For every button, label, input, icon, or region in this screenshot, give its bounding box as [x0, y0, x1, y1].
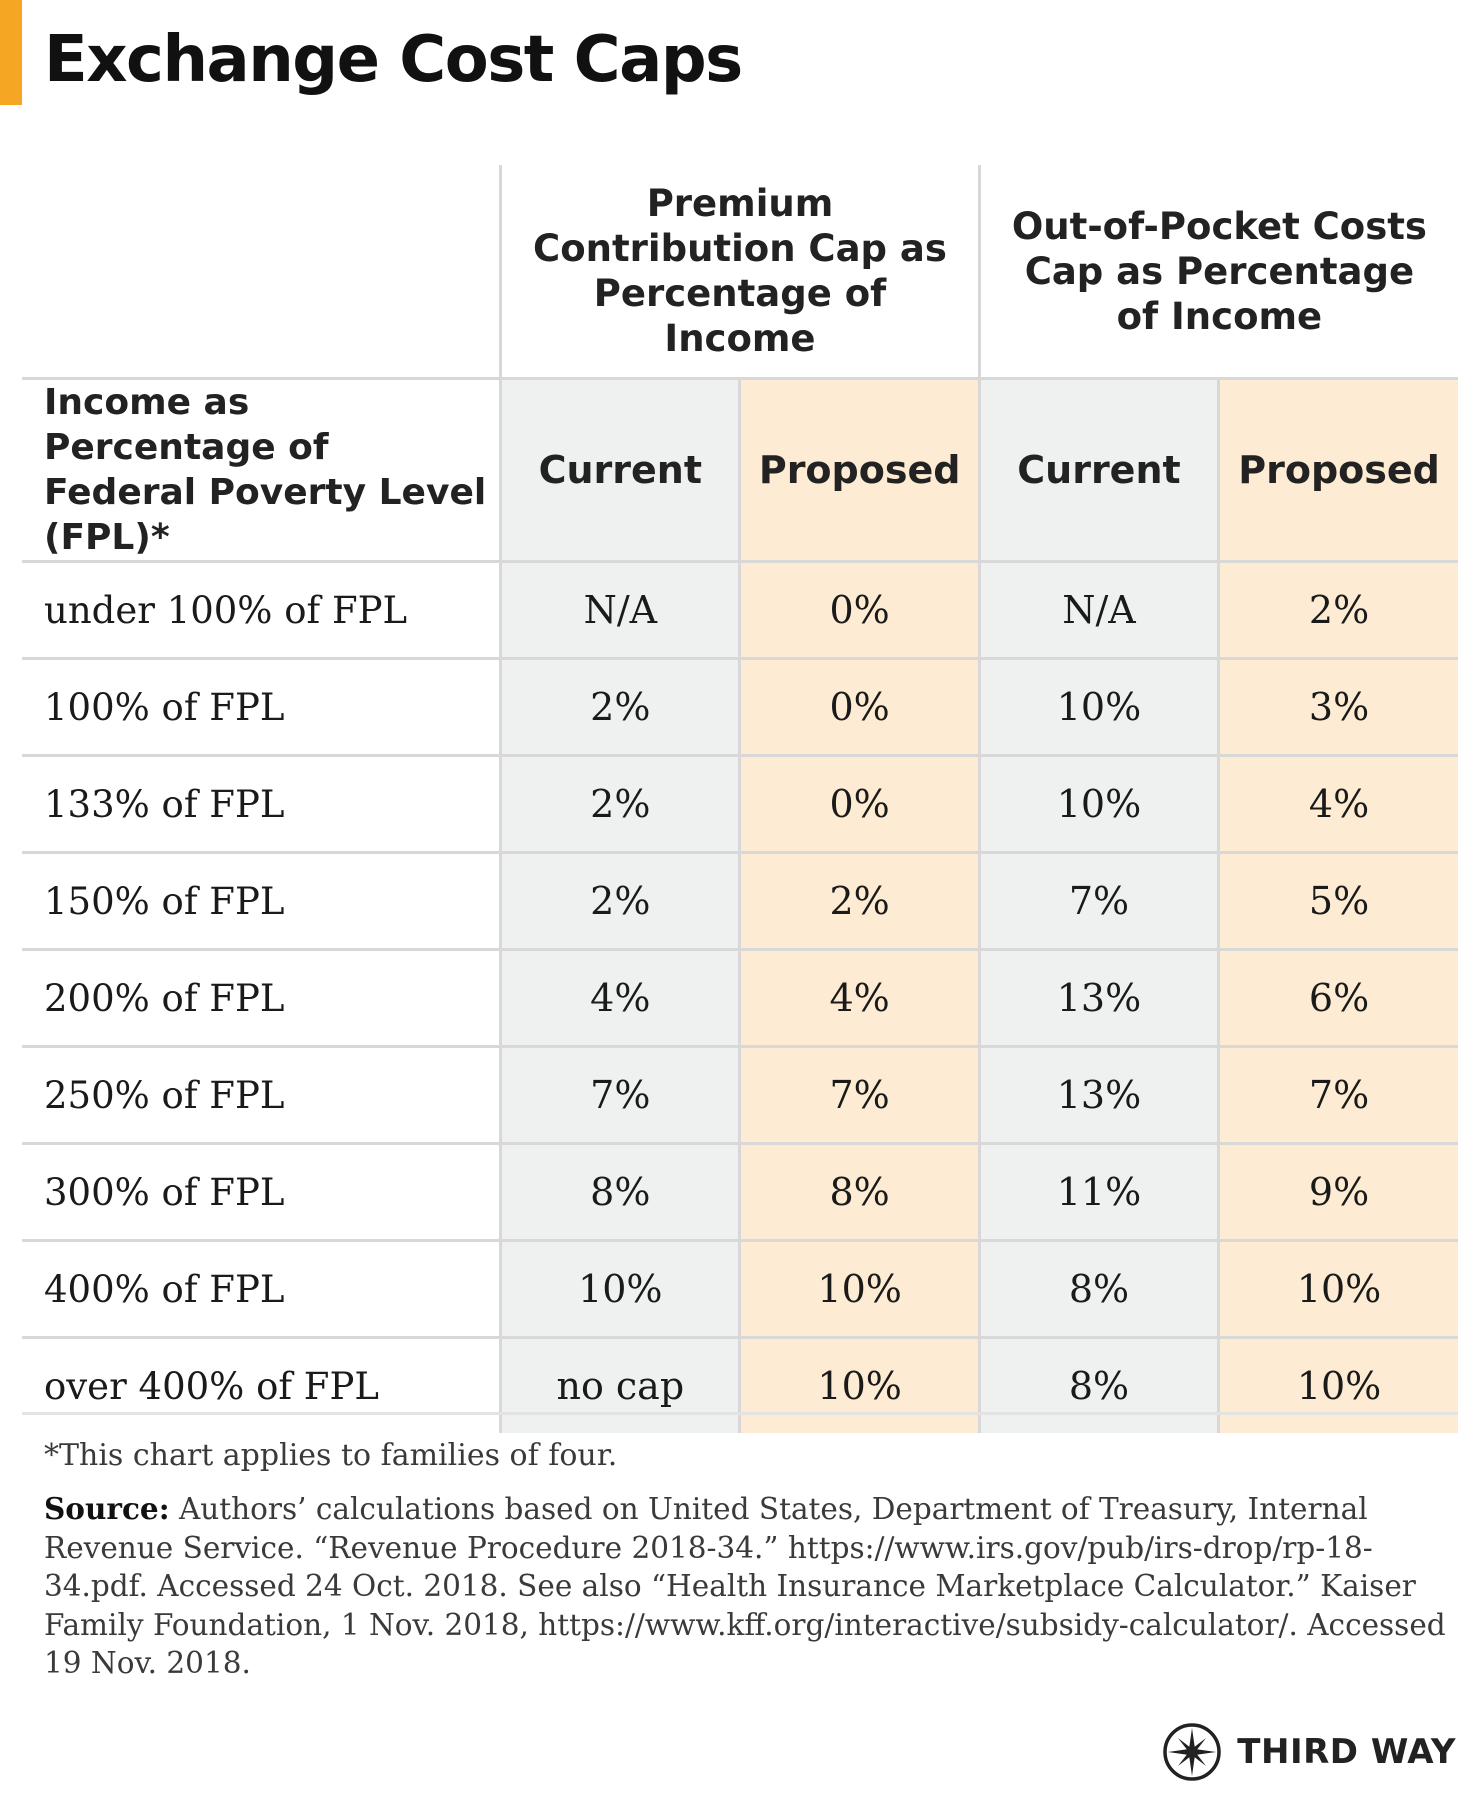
page-title: Exchange Cost Caps	[44, 23, 743, 97]
income-level-cell: 133% of FPL	[22, 755, 501, 854]
source-text: Authors’ calculations based on United St…	[44, 1492, 1446, 1680]
oop-proposed-cell: 4%	[1217, 755, 1458, 854]
oop-proposed-cell: 9%	[1217, 1143, 1458, 1242]
income-level-cell: 100% of FPL	[22, 658, 501, 757]
table-row: over 400% of FPL no cap 10% 8% 10%	[22, 1337, 1458, 1433]
premium-current-header: Current	[499, 377, 740, 563]
premium-proposed-header: Proposed	[738, 377, 980, 563]
income-level-cell: 150% of FPL	[22, 852, 501, 951]
income-level-cell: 300% of FPL	[22, 1143, 501, 1242]
oop-group-header: Out-of-Pocket Costs Cap as Percentage of…	[977, 165, 1458, 379]
table-row: 400% of FPL 10% 10% 8% 10%	[22, 1240, 1458, 1339]
table-row: 250% of FPL 7% 7% 13% 7%	[22, 1046, 1458, 1145]
premium-proposed-cell: 0%	[738, 755, 980, 854]
premium-current-cell: 10%	[499, 1240, 740, 1339]
accent-bar	[0, 0, 22, 105]
oop-proposed-header: Proposed	[1217, 377, 1458, 563]
footnote: *This chart applies to families of four.	[44, 1438, 618, 1473]
income-level-cell: 400% of FPL	[22, 1240, 501, 1339]
exchange-cost-caps-table: Premium Contribution Cap as Percentage o…	[22, 165, 1458, 1433]
oop-proposed-cell: 3%	[1217, 658, 1458, 757]
source-label: Source:	[44, 1491, 170, 1526]
oop-current-cell: 10%	[977, 658, 1219, 757]
table-row: 300% of FPL 8% 8% 11% 9%	[22, 1143, 1458, 1242]
income-level-cell: 200% of FPL	[22, 949, 501, 1048]
income-level-cell: under 100% of FPL	[22, 561, 501, 660]
premium-current-cell: 7%	[499, 1046, 740, 1145]
oop-current-cell: 7%	[977, 852, 1219, 951]
brand-logo: THIRD WAY	[1161, 1720, 1456, 1784]
premium-current-cell: 2%	[499, 658, 740, 757]
premium-proposed-cell: 4%	[738, 949, 980, 1048]
oop-current-cell: N/A	[977, 561, 1219, 660]
premium-proposed-cell: 10%	[738, 1240, 980, 1339]
premium-current-cell: 8%	[499, 1143, 740, 1242]
oop-current-cell: 10%	[977, 755, 1219, 854]
premium-proposed-cell: 0%	[738, 561, 980, 660]
footer-divider	[22, 1412, 1458, 1415]
table-row: 200% of FPL 4% 4% 13% 6%	[22, 949, 1458, 1048]
premium-proposed-cell: 8%	[738, 1143, 980, 1242]
table-row: 150% of FPL 2% 2% 7% 5%	[22, 852, 1458, 951]
oop-proposed-cell: 6%	[1217, 949, 1458, 1048]
compass-star-icon	[1163, 1723, 1222, 1781]
premium-current-cell: N/A	[499, 561, 740, 660]
source-citation: Source: Authors’ calculations based on U…	[44, 1490, 1464, 1683]
oop-proposed-cell: 7%	[1217, 1046, 1458, 1145]
premium-current-cell: 2%	[499, 755, 740, 854]
premium-group-header: Premium Contribution Cap as Percentage o…	[499, 165, 980, 379]
oop-current-header: Current	[977, 377, 1219, 563]
premium-proposed-cell: 10%	[738, 1337, 980, 1433]
oop-current-cell: 11%	[977, 1143, 1219, 1242]
oop-proposed-cell: 10%	[1217, 1240, 1458, 1339]
premium-proposed-cell: 0%	[738, 658, 980, 757]
oop-current-cell: 8%	[977, 1337, 1219, 1433]
oop-current-cell: 13%	[977, 1046, 1219, 1145]
table-row: 133% of FPL 2% 0% 10% 4%	[22, 755, 1458, 854]
premium-current-cell: 2%	[499, 852, 740, 951]
income-level-cell: over 400% of FPL	[22, 1337, 501, 1433]
income-level-cell: 250% of FPL	[22, 1046, 501, 1145]
oop-proposed-cell: 5%	[1217, 852, 1458, 951]
brand-name: THIRD WAY	[1237, 1732, 1456, 1772]
table-row: 100% of FPL 2% 0% 10% 3%	[22, 658, 1458, 757]
premium-current-cell: 4%	[499, 949, 740, 1048]
oop-proposed-cell: 2%	[1217, 561, 1458, 660]
oop-proposed-cell: 10%	[1217, 1337, 1458, 1433]
income-column-header: Income as Percentage of Federal Poverty …	[22, 377, 501, 563]
premium-current-cell: no cap	[499, 1337, 740, 1433]
premium-proposed-cell: 2%	[738, 852, 980, 951]
table-row: under 100% of FPL N/A 0% N/A 2%	[22, 561, 1458, 660]
premium-proposed-cell: 7%	[738, 1046, 980, 1145]
corner-cell	[22, 165, 501, 379]
oop-current-cell: 13%	[977, 949, 1219, 1048]
oop-current-cell: 8%	[977, 1240, 1219, 1339]
